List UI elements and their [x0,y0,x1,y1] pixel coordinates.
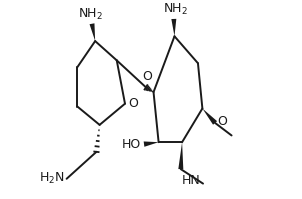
Text: HN: HN [182,174,201,187]
Polygon shape [178,142,183,169]
Polygon shape [171,19,176,36]
Text: O: O [142,69,152,83]
Text: O: O [217,114,227,128]
Polygon shape [144,141,159,147]
Text: O: O [128,97,138,110]
Text: NH$_2$: NH$_2$ [163,2,188,17]
Text: H$_2$N: H$_2$N [39,171,65,186]
Polygon shape [202,108,217,125]
Text: NH$_2$: NH$_2$ [78,7,103,22]
Text: HO: HO [122,138,141,151]
Polygon shape [90,23,95,41]
